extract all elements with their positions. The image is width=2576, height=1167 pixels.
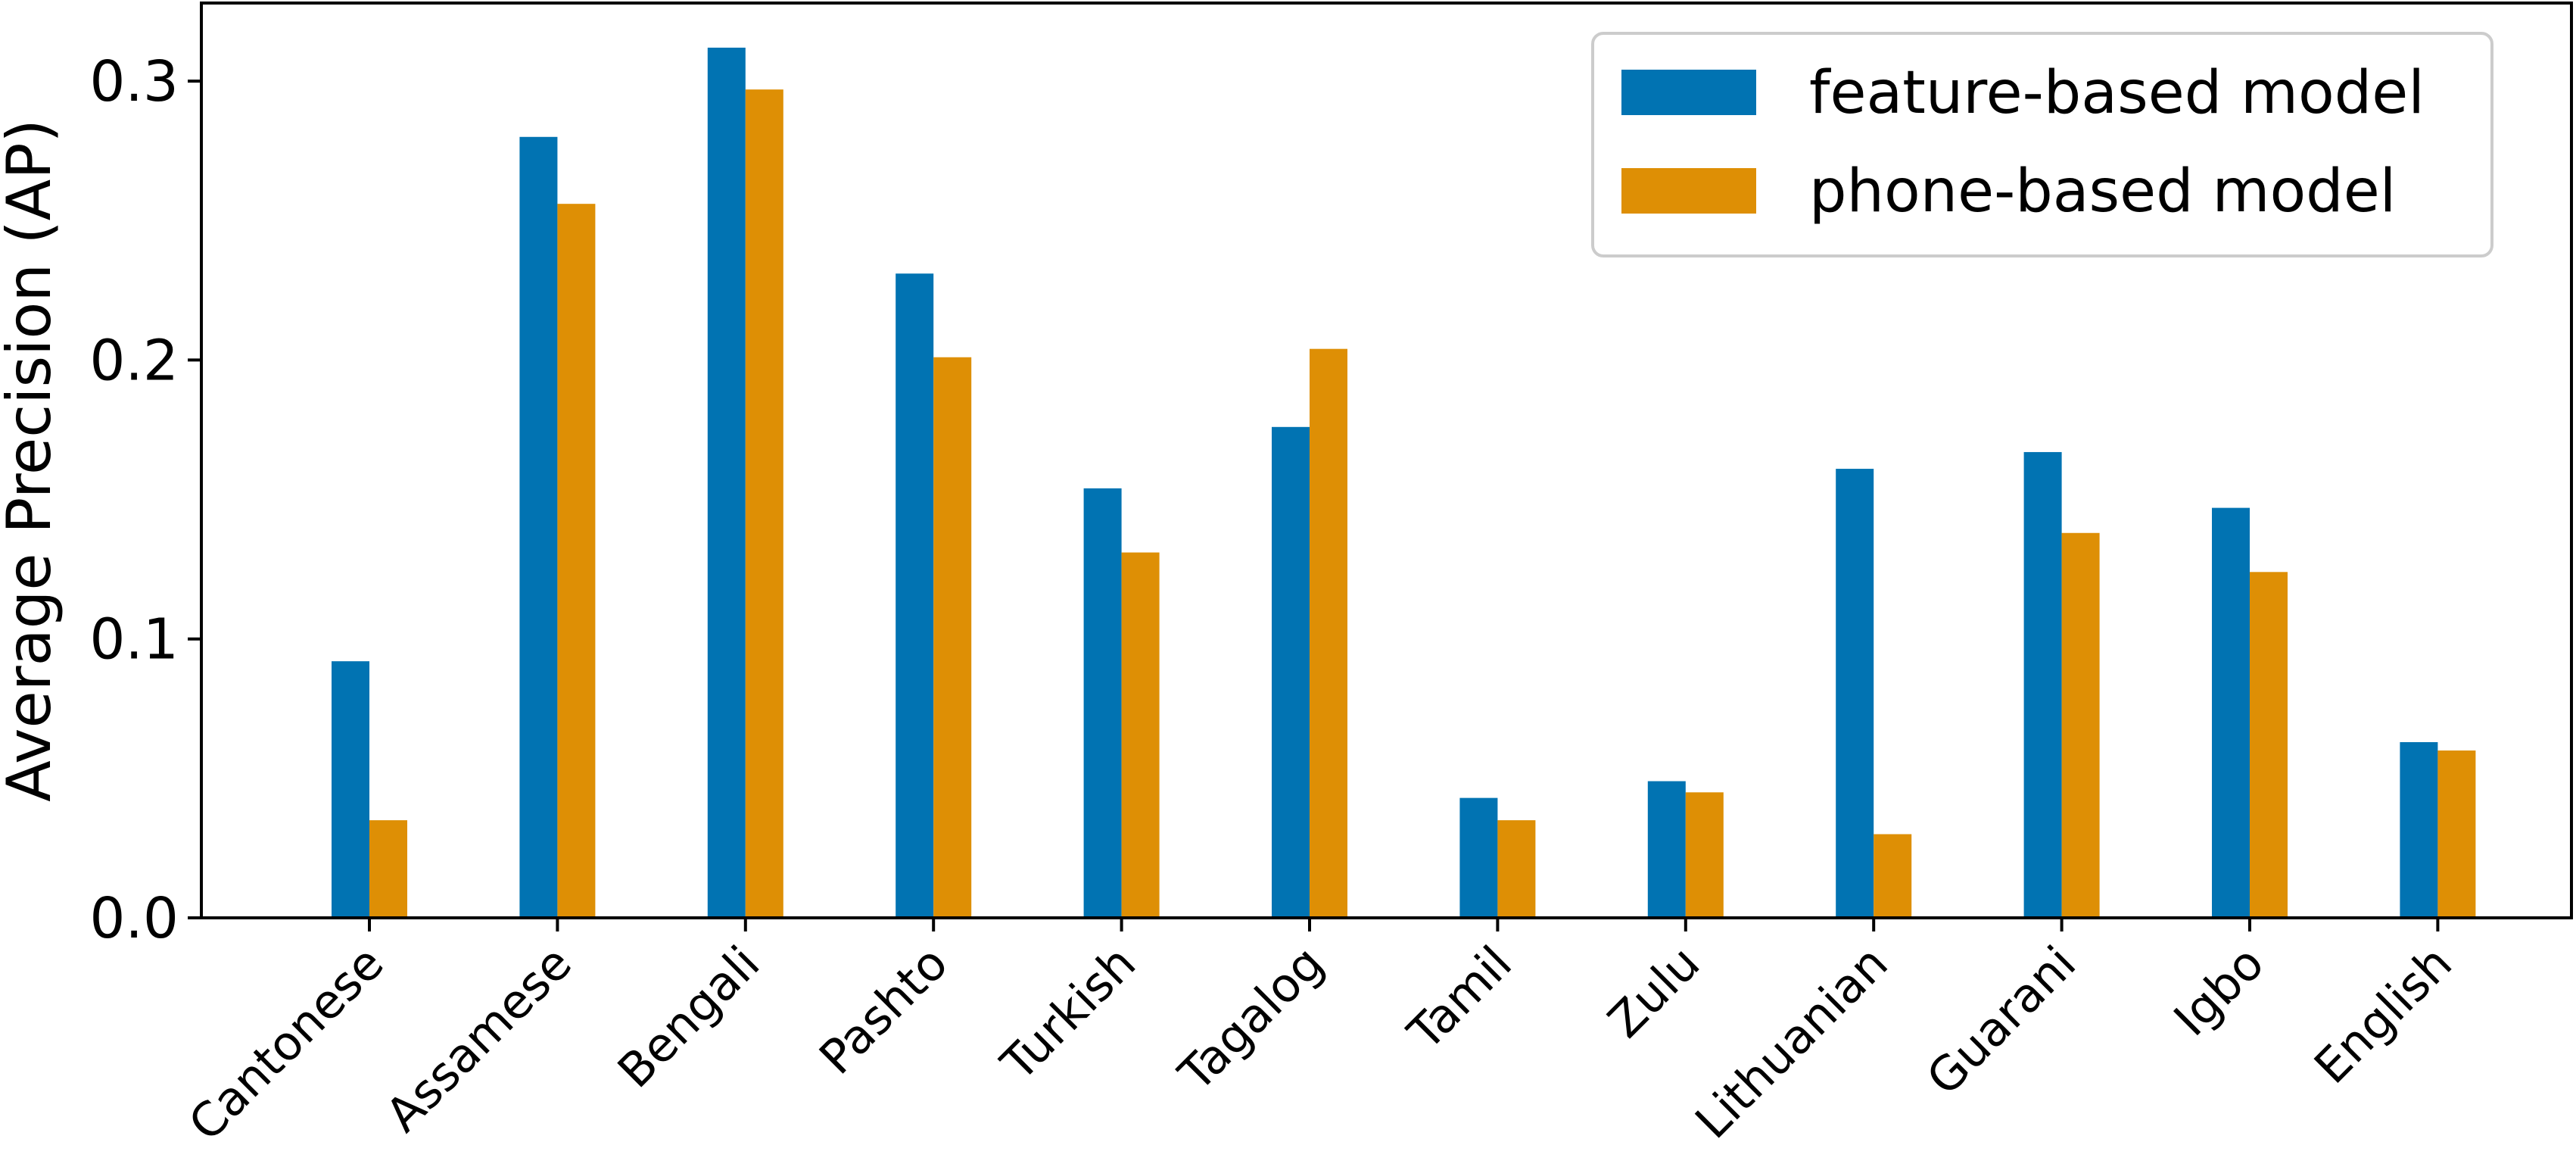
bar-phone-based-turkish bbox=[1121, 552, 1160, 918]
bar-feature-based-cantonese bbox=[332, 661, 369, 918]
legend-swatch-phone-based bbox=[1621, 168, 1756, 214]
plot-frame bbox=[200, 2, 2573, 919]
x-tick-label-guarani: Guarani bbox=[1916, 935, 2086, 1106]
y-axis-label: Average Precision (AP) bbox=[0, 119, 64, 802]
y-axis: 0.0 0.1 0.2 0.3 bbox=[89, 49, 201, 951]
x-tick-label-assamese: Assamese bbox=[375, 935, 582, 1143]
bar-feature-based-tagalog bbox=[1272, 426, 1310, 918]
bar-phone-based-cantonese bbox=[369, 820, 407, 918]
bar-feature-based-guarani bbox=[2023, 451, 2062, 918]
x-tick-label-igbo: Igbo bbox=[2163, 935, 2275, 1047]
y-tick-label: 0.3 bbox=[89, 49, 179, 114]
x-tick-label-lithuanian: Lithuanian bbox=[1684, 935, 1898, 1149]
bar-feature-based-pashto bbox=[896, 273, 934, 918]
x-tick-label-cantonese: Cantonese bbox=[178, 935, 394, 1151]
x-tick-label-english: English bbox=[2303, 935, 2462, 1094]
bar-feature-based-turkish bbox=[1083, 488, 1122, 918]
bar-phone-based-tagalog bbox=[1310, 348, 1347, 918]
bar-feature-based-zulu bbox=[1647, 781, 1686, 918]
x-tick-label-turkish: Turkish bbox=[990, 935, 1146, 1091]
bar-phone-based-igbo bbox=[2250, 572, 2288, 918]
x-tick-label-zulu: Zulu bbox=[1597, 935, 1710, 1048]
bar-phone-based-pashto bbox=[933, 357, 972, 919]
bar-phone-based-tamil bbox=[1497, 820, 1536, 918]
legend: feature-based model phone-based model bbox=[1591, 32, 2493, 257]
y-tick-label: 0.2 bbox=[89, 328, 179, 393]
bar-phone-based-bengali bbox=[745, 89, 783, 918]
bar-phone-based-english bbox=[2437, 750, 2476, 918]
bar-feature-based-bengali bbox=[707, 47, 746, 918]
bar-feature-based-lithuanian bbox=[1836, 469, 1874, 918]
bar-feature-based-igbo bbox=[2212, 507, 2250, 918]
legend-label-feature-based: feature-based model bbox=[1809, 59, 2425, 127]
x-tick-label-tamil: Tamil bbox=[1397, 935, 1522, 1061]
bar-phone-based-assamese bbox=[557, 204, 596, 918]
x-tick-label-tagalog: Tagalog bbox=[1167, 935, 1334, 1102]
bar-feature-based-tamil bbox=[1459, 797, 1498, 918]
bar-phone-based-zulu bbox=[1685, 792, 1724, 918]
x-tick-label-pashto: Pashto bbox=[808, 935, 958, 1085]
legend-box bbox=[1591, 32, 2493, 257]
legend-swatch-feature-based bbox=[1621, 70, 1756, 115]
bar-phone-based-lithuanian bbox=[1874, 834, 1912, 918]
x-tick-label-bengali: Bengali bbox=[607, 935, 771, 1099]
y-tick-label: 0.1 bbox=[89, 607, 179, 672]
legend-label-phone-based: phone-based model bbox=[1809, 158, 2396, 226]
bar-phone-based-guarani bbox=[2061, 532, 2100, 918]
bar-feature-based-assamese bbox=[519, 136, 558, 918]
bars-group bbox=[332, 47, 2476, 919]
y-tick-label: 0.0 bbox=[89, 886, 179, 951]
bar-feature-based-english bbox=[2400, 741, 2438, 918]
